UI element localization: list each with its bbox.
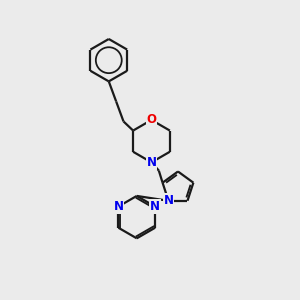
Text: N: N: [113, 200, 123, 213]
Text: N: N: [164, 194, 173, 207]
Text: N: N: [150, 200, 160, 213]
Text: N: N: [146, 156, 157, 169]
Text: O: O: [146, 113, 157, 127]
